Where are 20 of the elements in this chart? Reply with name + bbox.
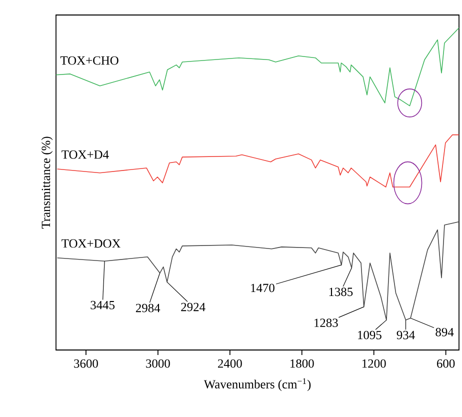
x-tick-label: 2400 — [218, 359, 242, 368]
annotation: 1095 — [358, 330, 382, 340]
annotation: 1283 — [314, 318, 338, 328]
series-label: TOX+CHO — [60, 56, 118, 65]
annotation: 1470 — [251, 284, 274, 292]
x-tick-label: 600 — [437, 359, 455, 368]
x-tick-label: 1800 — [290, 359, 314, 368]
x-tick-label: 3600 — [74, 359, 98, 368]
annotation: 1385 — [329, 288, 353, 296]
x-axis-title: Wavenumbers (cm$^{−1}$) — [204, 378, 311, 392]
annotation: 894 — [436, 328, 454, 336]
x-tick-label: 3000 — [146, 359, 170, 368]
y-axis-title: Transmittance (%) — [41, 136, 53, 229]
annotation: 2924 — [181, 302, 206, 312]
annotation: 934 — [396, 330, 415, 340]
x-tick-label: 1200 — [362, 359, 386, 368]
annotation: 2984 — [136, 304, 160, 312]
annotation: 3445 — [90, 300, 115, 310]
series-label: TOX+D4 — [62, 150, 109, 159]
series-label: TOX+DOX — [62, 239, 121, 248]
